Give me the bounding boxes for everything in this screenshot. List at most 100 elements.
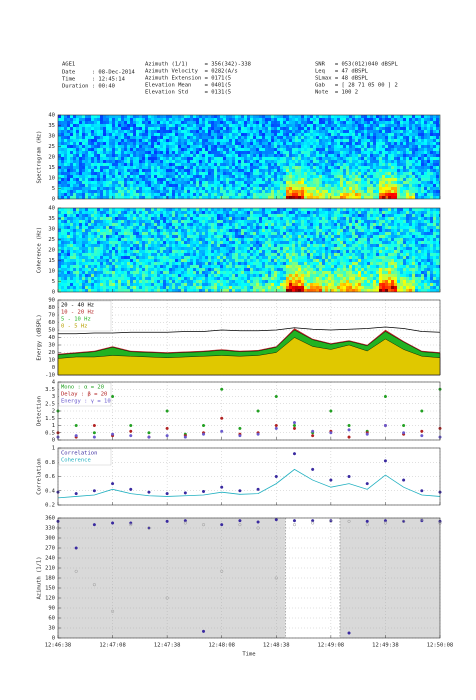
- heat-cell: [196, 262, 199, 265]
- heat-cell: [73, 286, 76, 289]
- heat-cell: [196, 226, 199, 229]
- heat-cell: [187, 283, 190, 286]
- heat-cell: [436, 160, 439, 163]
- heat-cell: [121, 253, 124, 256]
- heat-cell: [376, 175, 379, 178]
- heat-cell: [142, 250, 145, 253]
- heat-cell: [370, 196, 373, 199]
- heat-cell: [82, 235, 85, 238]
- heat-cell: [100, 217, 103, 220]
- heat-cell: [274, 196, 277, 199]
- heat-cell: [187, 265, 190, 268]
- heat-cell: [322, 121, 325, 124]
- heat-cell: [118, 262, 121, 265]
- heat-cell: [142, 226, 145, 229]
- heat-cell: [85, 247, 88, 250]
- heat-cell: [178, 235, 181, 238]
- heat-cell: [172, 145, 175, 148]
- heat-cell: [268, 178, 271, 181]
- heat-cell: [76, 130, 79, 133]
- heat-cell: [229, 175, 232, 178]
- heat-cell: [250, 166, 253, 169]
- heat-cell: [307, 193, 310, 196]
- heat-cell: [427, 157, 430, 160]
- heat-cell: [202, 130, 205, 133]
- heat-cell: [139, 229, 142, 232]
- heat-cell: [436, 190, 439, 193]
- heat-cell: [124, 256, 127, 259]
- heat-cell: [166, 169, 169, 172]
- heat-cell: [109, 226, 112, 229]
- heat-cell: [283, 124, 286, 127]
- heat-cell: [406, 118, 409, 121]
- y-tick-label: 30: [48, 134, 55, 140]
- heat-cell: [349, 172, 352, 175]
- heat-cell: [115, 271, 118, 274]
- heat-cell: [439, 184, 440, 187]
- heat-cell: [391, 151, 394, 154]
- heat-cell: [205, 166, 208, 169]
- heat-cell: [430, 160, 433, 163]
- heat-cell: [139, 277, 142, 280]
- heat-cell: [214, 184, 217, 187]
- heat-cell: [136, 193, 139, 196]
- heat-cell: [319, 127, 322, 130]
- heat-cell: [97, 274, 100, 277]
- heat-cell: [385, 142, 388, 145]
- heat-cell: [190, 151, 193, 154]
- heat-cell: [61, 115, 64, 118]
- heat-cell: [178, 115, 181, 118]
- heat-cell: [280, 172, 283, 175]
- heat-cell: [112, 196, 115, 199]
- heat-cell: [91, 124, 94, 127]
- heat-cell: [241, 190, 244, 193]
- heat-cell: [109, 172, 112, 175]
- heat-cell: [145, 247, 148, 250]
- heat-cell: [154, 145, 157, 148]
- heat-cell: [175, 208, 178, 211]
- heat-cell: [142, 256, 145, 259]
- heat-cell: [91, 145, 94, 148]
- heat-cell: [130, 160, 133, 163]
- heat-cell: [199, 175, 202, 178]
- heat-cell: [310, 175, 313, 178]
- heat-cell: [181, 220, 184, 223]
- heat-cell: [394, 145, 397, 148]
- heat-cell: [175, 118, 178, 121]
- heat-cell: [70, 265, 73, 268]
- heat-cell: [268, 163, 271, 166]
- heat-cell: [151, 190, 154, 193]
- heat-cell: [355, 169, 358, 172]
- heat-cell: [262, 139, 265, 142]
- heat-cell: [370, 151, 373, 154]
- heat-cell: [355, 163, 358, 166]
- heat-cell: [172, 160, 175, 163]
- heat-cell: [130, 262, 133, 265]
- heat-cell: [187, 148, 190, 151]
- heat-cell: [136, 268, 139, 271]
- heat-cell: [97, 160, 100, 163]
- heat-cell: [232, 115, 235, 118]
- heat-cell: [412, 169, 415, 172]
- heat-cell: [277, 166, 280, 169]
- heat-cell: [256, 124, 259, 127]
- heat-cell: [358, 184, 361, 187]
- heat-cell: [130, 280, 133, 283]
- heat-cell: [331, 175, 334, 178]
- heat-cell: [127, 235, 130, 238]
- heat-cell: [169, 115, 172, 118]
- heat-cell: [319, 178, 322, 181]
- heat-cell: [367, 148, 370, 151]
- heat-cell: [250, 115, 253, 118]
- heat-cell: [148, 145, 151, 148]
- heat-cell: [322, 160, 325, 163]
- heat-cell: [187, 226, 190, 229]
- heat-cell: [325, 157, 328, 160]
- heat-cell: [109, 262, 112, 265]
- heat-cell: [334, 130, 337, 133]
- heat-cell: [79, 259, 82, 262]
- heat-cell: [175, 214, 178, 217]
- heat-cell: [154, 256, 157, 259]
- heat-cell: [277, 145, 280, 148]
- heat-cell: [151, 193, 154, 196]
